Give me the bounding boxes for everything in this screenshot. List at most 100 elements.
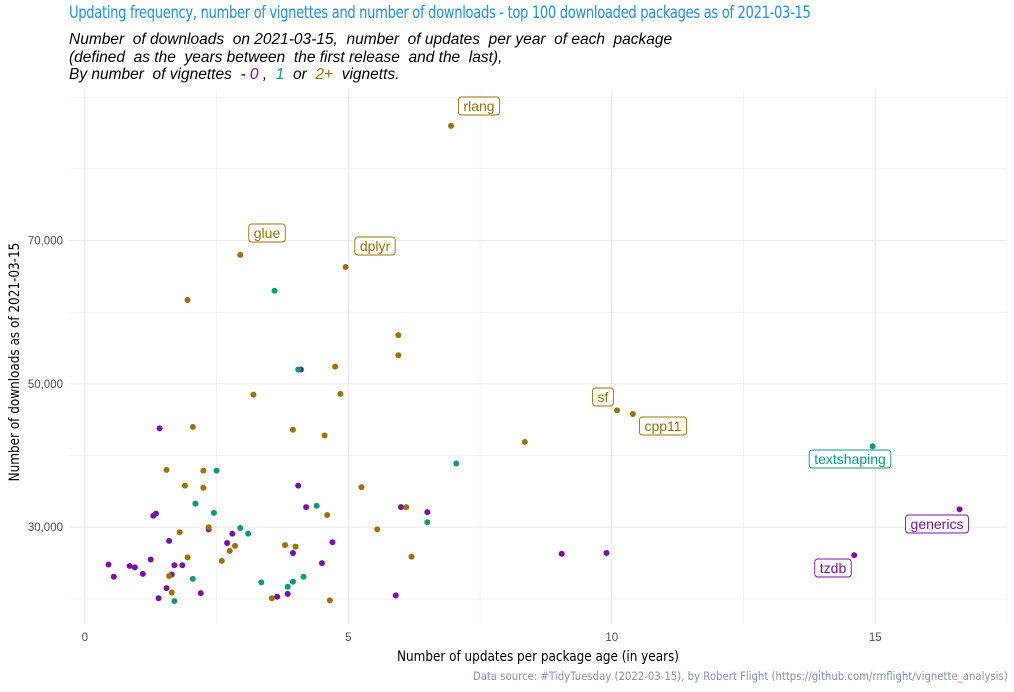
data-point xyxy=(237,251,244,258)
data-point xyxy=(184,554,191,561)
data-point xyxy=(851,552,858,559)
data-point xyxy=(245,530,252,537)
data-point xyxy=(224,540,231,547)
data-point xyxy=(292,543,299,550)
annotation-box xyxy=(248,223,286,243)
data-point xyxy=(289,550,296,557)
legend-key-2plus-vignettes: 2+ xyxy=(315,66,334,83)
annotation-box xyxy=(808,449,892,469)
x-tick-label: 5 xyxy=(345,632,351,644)
data-point xyxy=(200,484,207,491)
data-point xyxy=(332,363,339,370)
data-point xyxy=(226,547,233,554)
data-point xyxy=(213,467,220,474)
annotation-label: glue xyxy=(254,225,281,241)
annotation-generics: generics xyxy=(905,514,969,534)
data-point xyxy=(163,585,170,592)
data-point xyxy=(395,332,402,339)
data-point xyxy=(250,391,257,398)
data-point xyxy=(342,264,349,271)
data-point xyxy=(324,512,331,519)
data-point xyxy=(337,390,344,397)
data-point xyxy=(231,542,238,549)
annotation-glue: glue xyxy=(248,223,286,243)
data-point xyxy=(558,550,565,557)
data-point xyxy=(424,519,431,526)
data-point xyxy=(392,592,399,599)
data-point xyxy=(192,500,199,507)
data-point xyxy=(321,432,328,439)
annotation-label: tzdb xyxy=(820,560,847,576)
data-point xyxy=(326,597,333,604)
data-point xyxy=(139,570,146,577)
data-point xyxy=(295,482,302,489)
data-point xyxy=(110,573,117,580)
data-point xyxy=(268,595,275,602)
data-point xyxy=(171,562,178,569)
annotation-dplyr: dplyr xyxy=(354,236,396,256)
data-point xyxy=(521,438,528,445)
annotation-label: textshaping xyxy=(814,451,886,467)
data-point xyxy=(329,539,336,546)
subtitle-suffix: vignetts. xyxy=(333,66,400,83)
y-tick-label: 70,000 xyxy=(28,236,63,248)
annotation-label: cpp11 xyxy=(644,418,681,434)
data-source-caption: Data source: #TidyTuesday (2022-03-15), … xyxy=(473,669,1008,683)
data-point xyxy=(155,595,162,602)
legend-key-0-vignettes: 0 xyxy=(249,66,259,83)
data-point xyxy=(189,423,196,430)
data-point xyxy=(397,504,404,511)
data-point xyxy=(289,426,296,433)
subtitle-line-1: Number of downloads on 2021-03-15, numbe… xyxy=(69,31,673,48)
annotation-box xyxy=(457,96,501,116)
point-labels: rlang glue dplyr sf cpp11 textshaping generics… xyxy=(248,96,969,578)
data-point xyxy=(205,524,212,531)
data-point xyxy=(237,524,244,531)
annotation-box xyxy=(814,558,852,578)
data-point xyxy=(131,564,138,571)
data-point xyxy=(200,467,207,474)
data-point xyxy=(614,407,621,414)
annotation-label: dplyr xyxy=(360,238,391,254)
data-point xyxy=(210,509,217,516)
data-point xyxy=(289,578,296,585)
y-tick-label: 30,000 xyxy=(28,522,63,534)
data-point xyxy=(105,561,112,568)
annotation-box xyxy=(905,514,969,534)
data-point xyxy=(156,425,163,432)
data-point xyxy=(181,482,188,489)
data-point xyxy=(284,590,291,597)
data-point xyxy=(229,530,236,537)
data-point xyxy=(395,352,402,359)
data-point xyxy=(258,579,265,586)
data-point xyxy=(197,590,204,597)
data-point xyxy=(166,537,173,544)
subtitle-line-2: (defined as the years between the first … xyxy=(69,48,503,66)
annotation-label: rlang xyxy=(463,98,494,114)
data-point xyxy=(300,573,307,580)
annotation-label: generics xyxy=(911,516,964,532)
data-point xyxy=(295,366,302,373)
data-point xyxy=(956,506,963,513)
subtitle-separator: or xyxy=(284,66,316,83)
data-point xyxy=(179,562,186,569)
annotation-tzdb: tzdb xyxy=(814,558,852,578)
data-point xyxy=(168,589,175,596)
data-point xyxy=(152,510,159,517)
data-point xyxy=(126,562,133,569)
data-point xyxy=(282,542,289,549)
grid-lines xyxy=(69,90,1008,624)
data-point xyxy=(189,575,196,582)
annotation-box xyxy=(638,416,688,436)
annotation-box xyxy=(354,236,396,256)
annotation-textshaping: textshaping xyxy=(808,449,892,469)
y-axis-title: Number of downloads as of 2021-03-15 xyxy=(7,243,23,482)
data-point xyxy=(218,557,225,564)
data-point xyxy=(166,572,173,579)
annotation-sf: sf xyxy=(592,387,614,407)
x-tick-label: 15 xyxy=(869,632,882,644)
x-tick-label: 10 xyxy=(605,632,618,644)
annotation-rlang: rlang xyxy=(457,96,501,116)
data-point xyxy=(374,526,381,533)
data-point xyxy=(176,529,183,536)
